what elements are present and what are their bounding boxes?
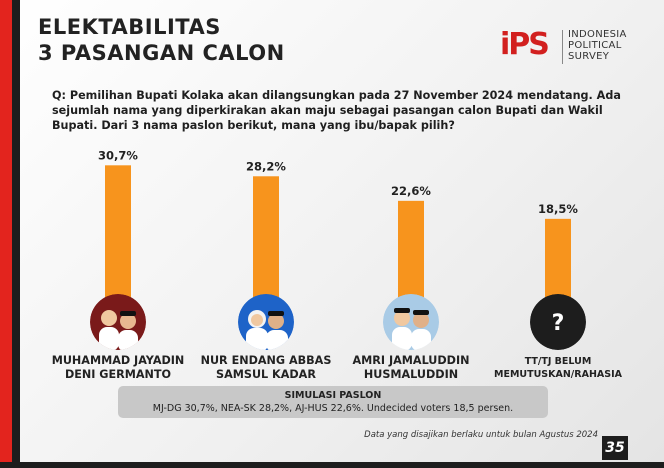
peci-cap-icon: [120, 311, 136, 316]
footnote: Data yang disajikan berlaku untuk bulan …: [364, 430, 598, 440]
avatar-bg: [530, 294, 586, 350]
bar-value-label-2: 28,2%: [246, 159, 286, 173]
person-body-icon: [392, 327, 412, 350]
ips-logo: iPS INDONESIA POLITICAL SURVEY: [500, 28, 640, 68]
person-body-icon: [99, 327, 119, 350]
person-head-icon: [394, 310, 410, 326]
simulation-title: SIMULASI PASLON: [284, 390, 382, 401]
bar-4: [545, 218, 571, 300]
logo-divider: [562, 30, 563, 64]
person-body-icon: [246, 328, 268, 350]
bottom-bar: [0, 462, 664, 468]
candidate-avatar-2: [238, 294, 294, 350]
title-line-1: ELEKTABILITAS: [38, 15, 221, 39]
person-body-icon: [118, 330, 138, 350]
red-accent-stripe: [0, 0, 12, 468]
person-head-icon: [268, 313, 284, 329]
candidate-pair-photo-icon: [90, 294, 146, 350]
survey-question: Q: Pemilihan Bupati Kolaka akan dilangsu…: [52, 89, 621, 132]
candidate-name-3: AMRI JAMALUDDIN HUSMALUDDIN: [321, 354, 501, 382]
simulation-text: MJ-DG 30,7%, NEA-SK 28,2%, AJ-HUS 22,6%.…: [152, 403, 514, 414]
bar-1: [105, 165, 131, 300]
bar-value-label-4: 18,5%: [538, 202, 578, 216]
logo-line-2: POLITICAL: [568, 40, 622, 51]
candidate-name-2-line-2: SAMSUL KADAR: [216, 368, 316, 381]
candidate-name-2: NUR ENDANG ABBAS SAMSUL KADAR: [176, 354, 356, 382]
logo-line-3: SURVEY: [568, 51, 610, 62]
logo-line-1: INDONESIA: [568, 29, 627, 40]
peci-cap-icon: [268, 311, 284, 316]
candidate-name-3-line-1: AMRI JAMALUDDIN: [352, 354, 470, 367]
dark-accent-stripe: [12, 0, 20, 468]
candidate-name-1-line-2: DENI GERMANTO: [64, 368, 172, 381]
peci-cap-icon: [413, 310, 429, 315]
candidate-avatar-1: [90, 294, 146, 350]
candidate-name-2-line-1: NUR ENDANG ABBAS: [200, 354, 332, 367]
bar-3: [398, 200, 424, 300]
bar-2: [253, 176, 279, 300]
candidate-name-3-line-2: HUSMALUDDIN: [363, 368, 459, 381]
logo-text: INDONESIA POLITICAL SURVEY: [568, 29, 627, 62]
question-mark-glyph: ?: [552, 311, 565, 336]
question-mark-icon: ?: [530, 294, 586, 350]
person-head-icon: [251, 314, 263, 326]
simulation-box: SIMULASI PASLON MJ-DG 30,7%, NEA-SK 28,2…: [118, 386, 548, 418]
bar-value-label-3: 22,6%: [391, 184, 431, 198]
candidate-name-1: MUHAMMAD JAYADIN DENI GERMANTO: [28, 354, 208, 382]
logo-mark: iPS: [500, 27, 550, 62]
person-head-icon: [101, 310, 117, 326]
peci-cap-icon: [394, 308, 410, 313]
undecided-label: TT/TJ BELUM MEMUTUSKAN/RAHASIA: [468, 355, 648, 381]
undecided-avatar: ?: [530, 294, 586, 350]
undecided-label-line-2: MEMUTUSKAN/RAHASIA: [494, 369, 622, 380]
person-head-icon: [120, 313, 136, 329]
undecided-label-line-1: TT/TJ BELUM: [524, 356, 592, 367]
person-head-icon: [413, 312, 429, 328]
candidate-pair-photo-icon: [383, 294, 439, 350]
candidate-avatar-3: [383, 294, 439, 350]
person-body-icon: [411, 329, 431, 350]
candidate-name-1-line-1: MUHAMMAD JAYADIN: [51, 354, 185, 367]
page-number: 35: [602, 436, 628, 460]
page-title: ELEKTABILITAS 3 PASANGAN CALON: [38, 14, 285, 66]
bar-value-label-1: 30,7%: [98, 148, 138, 162]
candidate-pair-photo-icon: [238, 294, 294, 350]
title-line-2: 3 PASANGAN CALON: [38, 41, 285, 65]
